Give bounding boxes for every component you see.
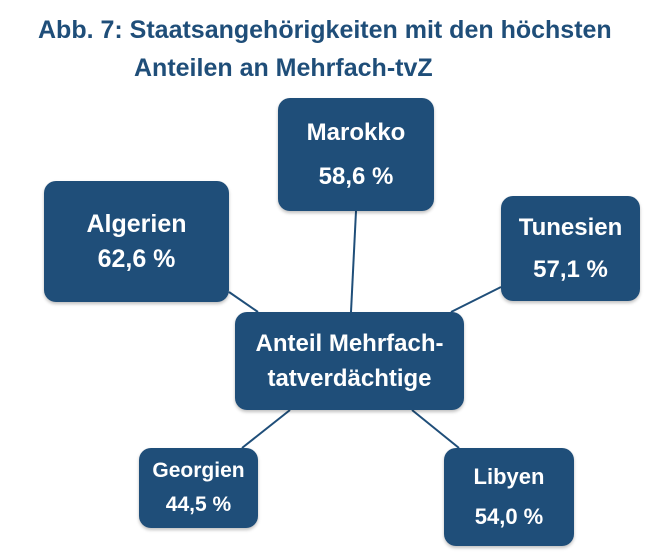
node-libyen-value: 54,0 %: [474, 504, 544, 529]
node-tunesien-label: Tunesien: [518, 213, 623, 241]
figure-title-line-1: Abb. 7: Staatsangehörigkeiten mit den hö…: [38, 16, 612, 44]
node-marokko: Marokko 58,6 %: [278, 98, 434, 211]
node-tunesien-value: 57,1 %: [533, 255, 608, 283]
node-georgien: Georgien 44,5 %: [139, 448, 258, 528]
node-libyen-label: Libyen: [473, 464, 545, 489]
node-algerien-label: Algerien: [86, 209, 187, 238]
node-libyen: Libyen 54,0 %: [444, 448, 574, 546]
node-marokko-value: 58,6 %: [318, 162, 394, 190]
connector-marokko: [350, 210, 357, 313]
node-algerien-value: 62,6 %: [97, 244, 176, 273]
node-georgien-value: 44,5 %: [165, 493, 232, 516]
figure-title-line-2: Anteilen an Mehrfach-tvZ: [134, 54, 433, 82]
node-algerien: Algerien 62,6 %: [44, 181, 229, 302]
center-node-line-1: Anteil Mehrfach-: [255, 330, 444, 357]
node-tunesien: Tunesien 57,1 %: [501, 196, 640, 301]
center-node-line-2: tatverdächtige: [267, 365, 432, 392]
connector-georgien: [241, 409, 291, 449]
connector-tunesien: [450, 286, 502, 313]
connector-algerien: [228, 291, 259, 313]
center-node: Anteil Mehrfach- tatverdächtige: [235, 312, 464, 410]
node-marokko-label: Marokko: [306, 118, 406, 146]
node-georgien-label: Georgien: [152, 459, 245, 482]
connector-libyen: [411, 409, 460, 449]
